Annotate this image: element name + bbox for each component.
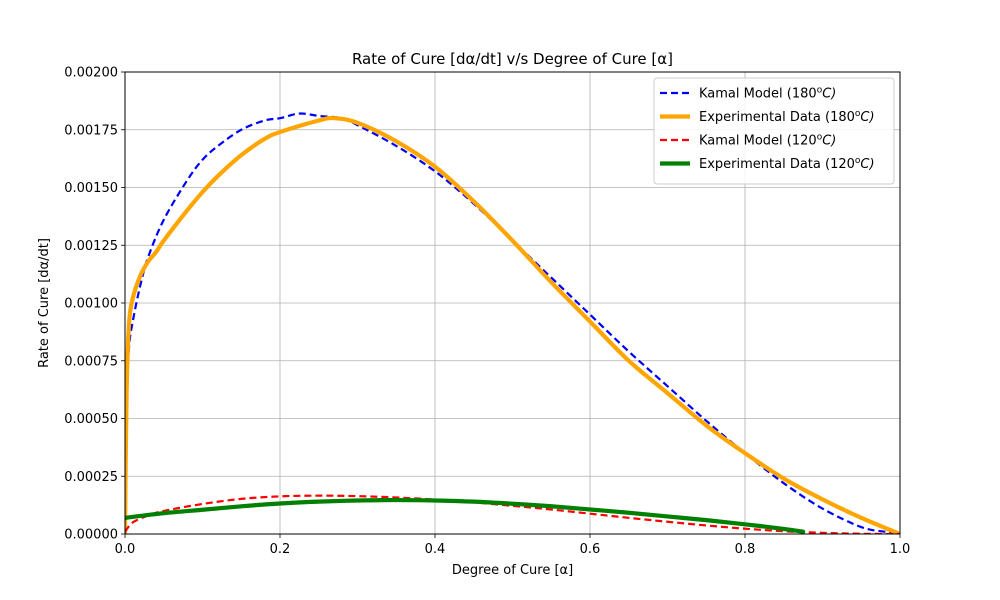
- series-line-kamal-180: [125, 112, 900, 534]
- legend-label-unit: C): [860, 110, 874, 125]
- legend-label-text: Kamal Model (120: [699, 134, 817, 149]
- legend-label-superscript: o: [855, 109, 861, 119]
- series-line-experimental-180: [125, 115, 900, 534]
- legend-label-text: Experimental Data (180: [699, 110, 855, 125]
- legend-label-kamal-180: Kamal Model (180oC): [699, 86, 836, 102]
- x-axis: 0.0 0.2 0.4 0.6 0.8 1.0: [115, 534, 911, 557]
- x-axis-label: Degree of Cure [α]: [452, 563, 573, 578]
- y-tick-label: 0.00025: [64, 470, 118, 485]
- legend: Kamal Model (180oC)Experimental Data (18…: [653, 77, 895, 185]
- y-tick-label: 0.00125: [64, 239, 118, 254]
- y-tick-label: 0.00100: [64, 297, 118, 312]
- x-tick-label: 1.0: [890, 542, 911, 557]
- y-tick-label: 0.00150: [64, 181, 118, 196]
- y-tick-label: 0.00050: [64, 412, 118, 427]
- legend-label-superscript: o: [817, 86, 823, 96]
- y-tick-label: 0.00175: [64, 123, 118, 138]
- legend-label-kamal-120: Kamal Model (120oC): [699, 133, 836, 149]
- legend-label-experimental-180: Experimental Data (180oC): [699, 109, 875, 125]
- legend-label-superscript: o: [817, 133, 823, 143]
- series-line-experimental-120: [125, 497, 806, 534]
- y-tick-label: 0.00000: [64, 528, 118, 543]
- legend-label-unit: C): [822, 134, 836, 149]
- legend-label-text: Kamal Model (180: [699, 87, 817, 102]
- plot-area: [125, 112, 900, 534]
- legend-box: [653, 77, 895, 185]
- legend-label-text: Experimental Data (120: [699, 157, 855, 172]
- y-tick-label: 0.00200: [64, 66, 118, 81]
- chart-title: Rate of Cure [dα/dt] v/s Degree of Cure …: [352, 50, 673, 68]
- y-axis: 0.00000 0.00025 0.00050 0.00075 0.00100 0.001…: [64, 66, 125, 543]
- x-tick-label: 0.4: [425, 542, 446, 557]
- legend-label-unit: C): [860, 157, 874, 172]
- x-tick-label: 0.0: [115, 542, 136, 557]
- legend-label-experimental-120: Experimental Data (120oC): [699, 156, 875, 172]
- x-tick-label: 0.8: [735, 542, 756, 557]
- legend-label-superscript: o: [855, 156, 861, 166]
- y-axis-label: Rate of Cure [dα/dt]: [37, 238, 52, 368]
- x-tick-label: 0.2: [270, 542, 291, 557]
- legend-label-unit: C): [822, 87, 836, 102]
- x-tick-label: 0.6: [580, 542, 601, 557]
- y-tick-label: 0.00075: [64, 354, 118, 369]
